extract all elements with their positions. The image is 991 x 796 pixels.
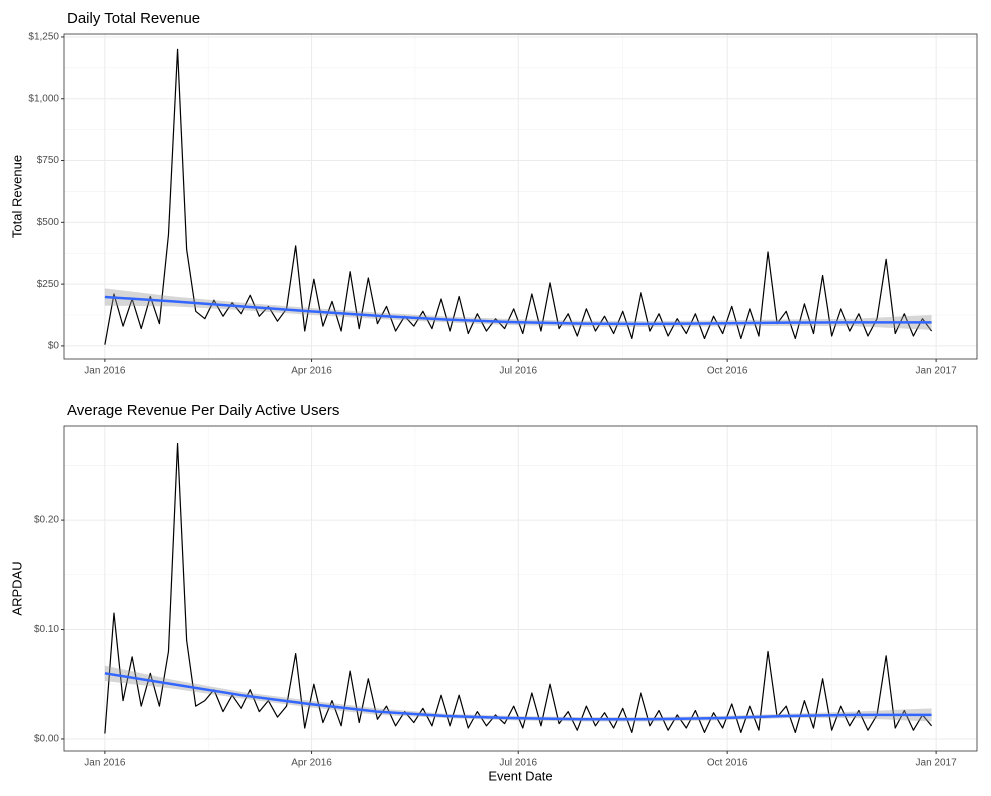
trend-line	[104, 672, 932, 721]
y-axis-title: Total Revenue	[9, 155, 24, 238]
x-tick-label: Jan 2017	[916, 366, 958, 377]
y-tick-label: $1,000	[28, 93, 59, 104]
y-axis-title: ARPDAU	[9, 561, 24, 615]
panel-background	[64, 426, 977, 751]
y-tick-label: $0	[48, 341, 60, 352]
x-tick-label: Jan 2017	[916, 758, 958, 769]
x-tick-label: Jan 2016	[84, 366, 126, 377]
x-axis-title: Event Date	[488, 768, 552, 783]
y-tick-label: $500	[37, 217, 60, 228]
x-tick-label: Jan 2016	[84, 758, 126, 769]
chart-title: Daily Total Revenue	[67, 10, 200, 27]
x-tick-label: Jul 2016	[499, 366, 537, 377]
x-tick-label: Apr 2016	[291, 366, 332, 377]
panel-border	[63, 33, 978, 360]
x-tick-label: Jul 2016	[499, 758, 537, 769]
y-tick-label: $0.00	[34, 734, 59, 745]
x-tick-label: Oct 2016	[707, 366, 748, 377]
y-tick-label: $1,250	[28, 32, 59, 43]
y-tick-label: $0.10	[34, 624, 59, 635]
trend-line	[104, 295, 932, 326]
x-tick-label: Apr 2016	[291, 758, 332, 769]
y-tick-label: $250	[37, 279, 60, 290]
y-tick-label: $0.20	[34, 515, 59, 526]
panel-border	[63, 425, 978, 752]
x-tick-label: Oct 2016	[707, 758, 748, 769]
y-tick-label: $750	[37, 155, 60, 166]
chart-title: Average Revenue Per Daily Active Users	[67, 402, 339, 419]
